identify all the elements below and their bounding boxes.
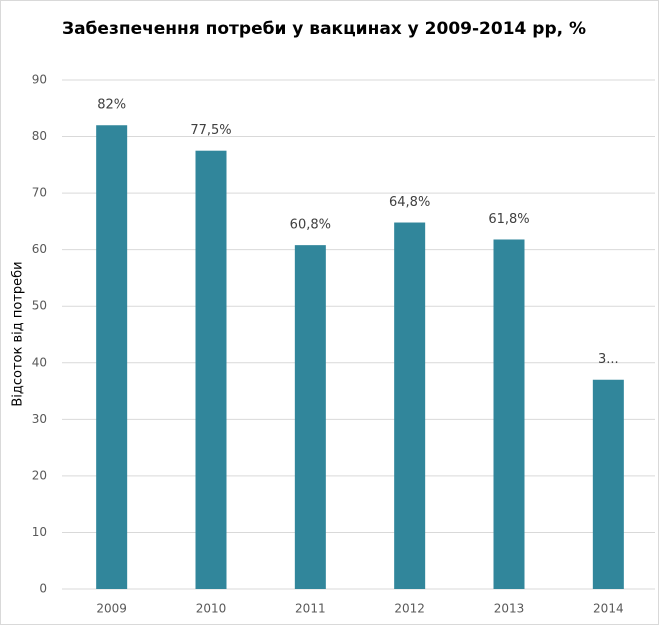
value-label: 3...	[598, 352, 619, 367]
bar	[294, 245, 326, 590]
x-tick-label: 2011	[295, 602, 326, 616]
y-tick-label: 20	[32, 468, 47, 482]
value-label: 82%	[97, 98, 126, 113]
value-label: 77,5%	[190, 123, 231, 138]
x-tick-label: 2014	[593, 602, 624, 616]
y-tick-label: 0	[39, 582, 47, 596]
y-tick-label: 40	[32, 355, 47, 369]
bar	[493, 239, 525, 589]
bar	[195, 150, 227, 589]
y-tick-label: 30	[32, 412, 47, 426]
x-tick-label: 2009	[96, 602, 127, 616]
bar	[394, 222, 426, 589]
bar	[96, 125, 128, 589]
bar	[592, 379, 624, 589]
y-tick-label: 80	[32, 129, 47, 143]
value-label: 60,8%	[290, 218, 331, 233]
y-tick-label: 60	[32, 242, 47, 256]
x-tick-label: 2010	[196, 602, 227, 616]
chart-title: Забезпечення потреби у вакцинах у 2009-2…	[62, 19, 586, 39]
y-tick-label: 90	[32, 73, 47, 87]
value-label: 61,8%	[488, 212, 529, 227]
y-tick-label: 10	[32, 525, 47, 539]
value-label: 64,8%	[389, 195, 430, 210]
y-axis-label: Відсоток від потреби	[11, 261, 26, 406]
y-tick-label: 50	[32, 299, 47, 313]
x-tick-label: 2012	[394, 602, 425, 616]
x-tick-label: 2013	[494, 602, 525, 616]
y-tick-label: 70	[32, 186, 47, 200]
